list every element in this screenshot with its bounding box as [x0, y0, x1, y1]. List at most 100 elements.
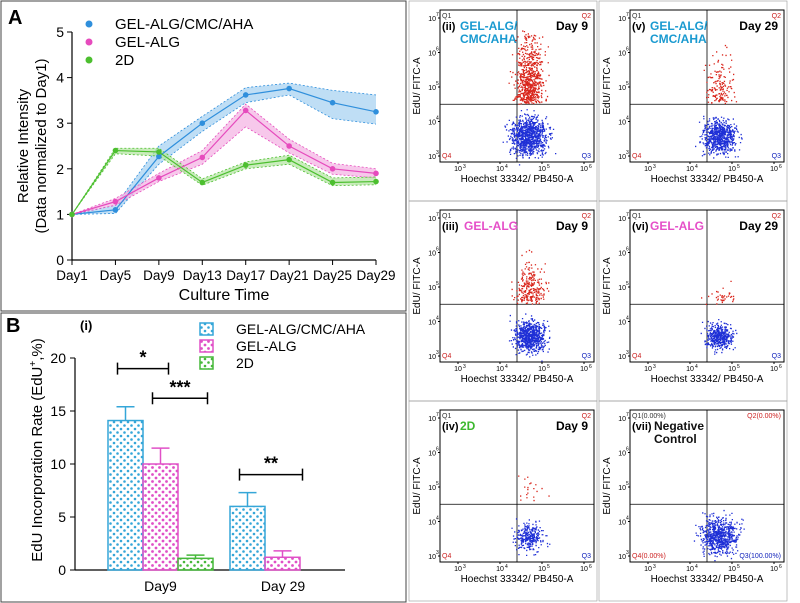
x-tick-label: 10: [454, 366, 462, 373]
y-tick-exp: 4: [436, 516, 439, 522]
y-tick-exp: 5: [436, 281, 439, 287]
x-tick-exp: 5: [547, 164, 550, 170]
quadrant-label-q3: Q3(100.00%): [739, 553, 781, 560]
data-point: [112, 147, 119, 154]
bar: [142, 463, 179, 571]
quadrant-label-q3: Q3: [772, 153, 781, 160]
y-axis-label: EdU/ FITC-A: [412, 457, 423, 515]
y-tick-label: 10: [618, 251, 626, 258]
quadrant-label-q1: Q1: [632, 13, 641, 20]
y-tick-label: 10: [428, 85, 436, 92]
x-axis-label: Hoechst 33342/ PB450-A: [461, 174, 574, 185]
y-tick-label: 10: [428, 354, 436, 361]
group-label-line2: CMC/AHA: [460, 32, 517, 46]
quadrant-label-q3: Q3: [772, 353, 781, 360]
panel-roman-label: (vi): [632, 221, 649, 233]
x-tick-exp: 5: [737, 164, 740, 170]
data-point: [156, 149, 162, 155]
y-tick-label: 10: [428, 120, 436, 127]
data-point: [156, 175, 162, 181]
panel-roman-label: (iii): [442, 221, 459, 233]
y-tick-exp: 5: [626, 81, 629, 87]
x-tick-label: Day9: [144, 578, 177, 594]
y-tick-label: 0: [58, 562, 66, 578]
legend-label: 2D: [115, 52, 134, 69]
error-band-edge: [71, 94, 377, 215]
x-tick-label: 10: [644, 566, 652, 573]
x-tick-exp: 4: [695, 564, 698, 570]
y-tick-exp: 6: [436, 447, 439, 453]
x-tick-exp: 4: [505, 164, 508, 170]
x-tick-label: 10: [454, 166, 462, 173]
data-point: [286, 156, 292, 163]
day-label: Day 29: [739, 19, 778, 33]
day-label: Day 9: [556, 19, 588, 33]
y-tick-label: 10: [428, 451, 436, 458]
x-tick-label: 10: [496, 366, 504, 373]
x-tick-label: Day13: [183, 268, 222, 283]
data-point: [286, 143, 292, 149]
flow-panel-border: [598, 400, 788, 602]
scatter-dots: [700, 280, 738, 355]
x-tick-label: 10: [580, 366, 588, 373]
x-tick-exp: 6: [779, 564, 782, 570]
y-tick-label: 10: [618, 485, 626, 492]
x-tick-label: 10: [580, 566, 588, 573]
scatter-dots: [693, 509, 745, 562]
error-band-edge: [71, 153, 377, 215]
y-tick-exp: 7: [626, 212, 629, 218]
x-tick-label: Day 29: [261, 578, 306, 594]
y-axis-label: EdU/ FITC-A: [602, 57, 613, 115]
x-tick-label: Day9: [143, 268, 175, 283]
event-dots-negative: [502, 109, 557, 166]
event-dots-negative: [508, 313, 551, 362]
quadrant-label-q2: Q2(0.00%): [747, 413, 781, 420]
legend-swatch: [199, 356, 214, 370]
legend-label: GEL-ALG/CMC/AHA: [115, 16, 253, 33]
data-point: [329, 99, 336, 106]
y-tick-label: 10: [428, 285, 436, 292]
y-axis-label: EdU/ FITC-A: [412, 57, 423, 115]
x-tick-label: Day17: [226, 268, 265, 283]
x-tick-label: 10: [686, 566, 694, 573]
legend-label: 2D: [236, 355, 254, 371]
y-tick-exp: 6: [436, 47, 439, 53]
y-tick-label: 10: [618, 451, 626, 458]
x-tick-exp: 5: [737, 564, 740, 570]
y-tick-exp: 7: [436, 412, 439, 418]
y-tick-label: 15: [50, 403, 66, 419]
y-tick-label: 10: [618, 320, 626, 327]
x-tick-label: 10: [538, 166, 546, 173]
legend-label: GEL-ALG: [236, 338, 297, 354]
panel-roman-label: (vii): [632, 421, 652, 433]
quadrant-label-q4: Q4: [442, 553, 451, 560]
scatter-dots: [695, 44, 743, 159]
data-point: [156, 153, 162, 160]
y-tick-label: 10: [618, 154, 626, 161]
group-label: GEL-ALG: [464, 219, 518, 233]
y-tick-exp: 4: [626, 116, 629, 122]
x-tick-label: 10: [454, 566, 462, 573]
y-tick-exp: 4: [626, 516, 629, 522]
series-line: [71, 87, 377, 215]
y-tick-exp: 6: [436, 247, 439, 253]
x-tick-label: Day5: [100, 268, 132, 283]
scatter-dots: [502, 30, 557, 166]
day-label: Day 29: [739, 219, 778, 233]
y-tick-label: 10: [618, 16, 626, 23]
x-tick-exp: 3: [653, 364, 656, 370]
y-tick-label: 10: [618, 416, 626, 423]
x-tick-exp: 3: [463, 364, 466, 370]
x-tick-label: 10: [644, 166, 652, 173]
y-tick-exp: 7: [436, 212, 439, 218]
group-label-line2: CMC/AHA: [650, 32, 707, 46]
data-point: [112, 207, 119, 213]
quadrant-label-q3: Q3: [582, 553, 591, 560]
event-dots-edu-positive: [518, 475, 550, 502]
y-tick-label: 4: [56, 70, 64, 86]
event-dots-edu-positive: [508, 30, 550, 105]
